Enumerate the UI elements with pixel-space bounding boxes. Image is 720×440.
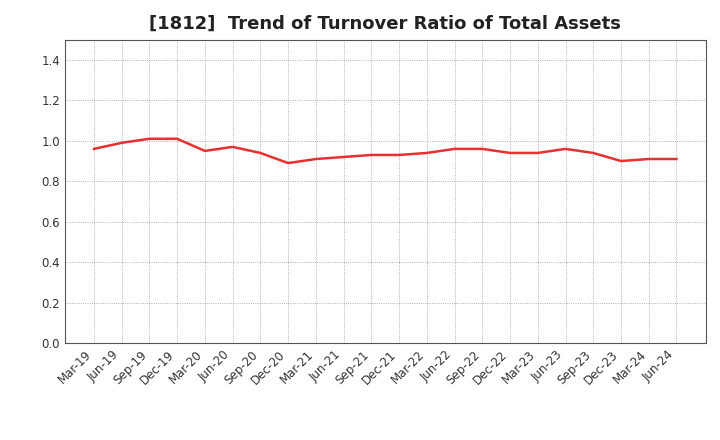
Title: [1812]  Trend of Turnover Ratio of Total Assets: [1812] Trend of Turnover Ratio of Total …: [149, 15, 621, 33]
